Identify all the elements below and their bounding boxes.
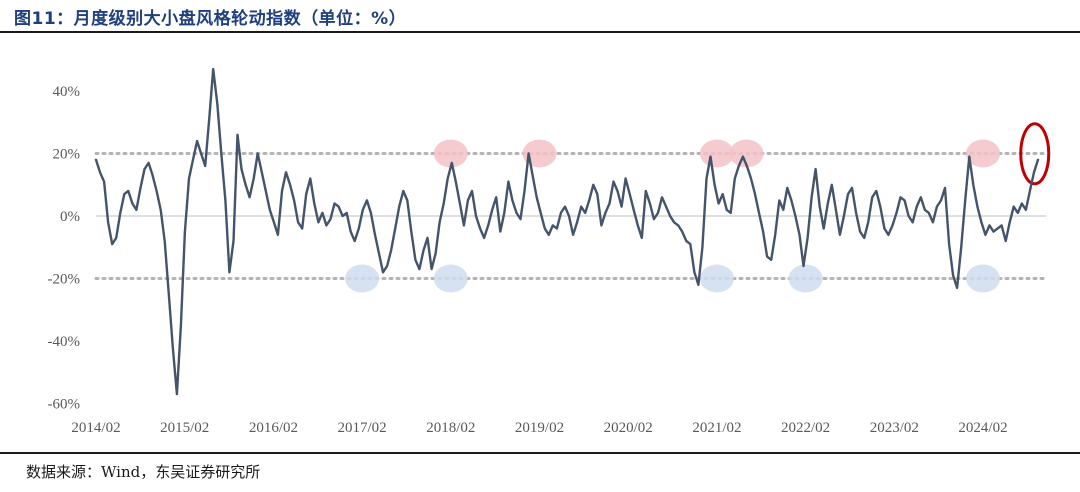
y-tick-label: -20% <box>48 272 81 288</box>
trough-highlight <box>433 264 468 293</box>
y-tick-label: 0% <box>60 209 80 225</box>
peak-highlight <box>966 139 1000 168</box>
latest-marker <box>1019 122 1051 186</box>
data-source-note: 数据来源：Wind，东吴证券研究所 <box>26 463 261 481</box>
x-tick-label: 2018/02 <box>426 420 475 436</box>
x-tick-label: 2020/02 <box>604 420 653 436</box>
y-tick-label: -40% <box>48 334 81 350</box>
x-tick-label: 2024/02 <box>958 420 1007 436</box>
x-tick-label: 2021/02 <box>692 420 741 436</box>
x-tick-label: 2022/02 <box>781 420 830 436</box>
x-tick-label: 2017/02 <box>338 420 387 436</box>
trough-highlight <box>788 264 823 293</box>
x-tick-label: 2023/02 <box>870 420 919 436</box>
highlight-markers <box>345 122 1051 293</box>
x-axis-ticks: 2014/02 2015/02 2016/02 2017/02 2018/02 2019/… <box>71 420 1007 436</box>
reference-lines <box>94 152 1048 280</box>
peak-highlight <box>699 139 734 168</box>
peak-highlight <box>433 139 468 168</box>
trough-highlight <box>345 264 380 293</box>
trough-highlight <box>966 264 1000 293</box>
x-tick-label: 2019/02 <box>515 420 564 436</box>
top-rule <box>0 31 1080 33</box>
y-tick-label: 20% <box>53 147 81 163</box>
y-tick-label: -60% <box>48 397 81 413</box>
x-tick-label: 2016/02 <box>249 420 298 436</box>
chart-title: 图11：月度级别大小盘风格轮动指数（单位：%） <box>14 9 407 29</box>
y-tick-label: 40% <box>53 84 81 100</box>
series-line <box>94 67 1040 396</box>
trough-highlight <box>699 264 734 293</box>
peak-highlight <box>729 139 764 168</box>
bottom-rule <box>0 452 1080 454</box>
series-group <box>94 67 1040 396</box>
x-tick-label: 2015/02 <box>160 420 209 436</box>
y-axis-ticks: 40% 20% 0% -20% -40% -60% <box>48 84 81 413</box>
x-tick-label: 2014/02 <box>71 420 120 436</box>
